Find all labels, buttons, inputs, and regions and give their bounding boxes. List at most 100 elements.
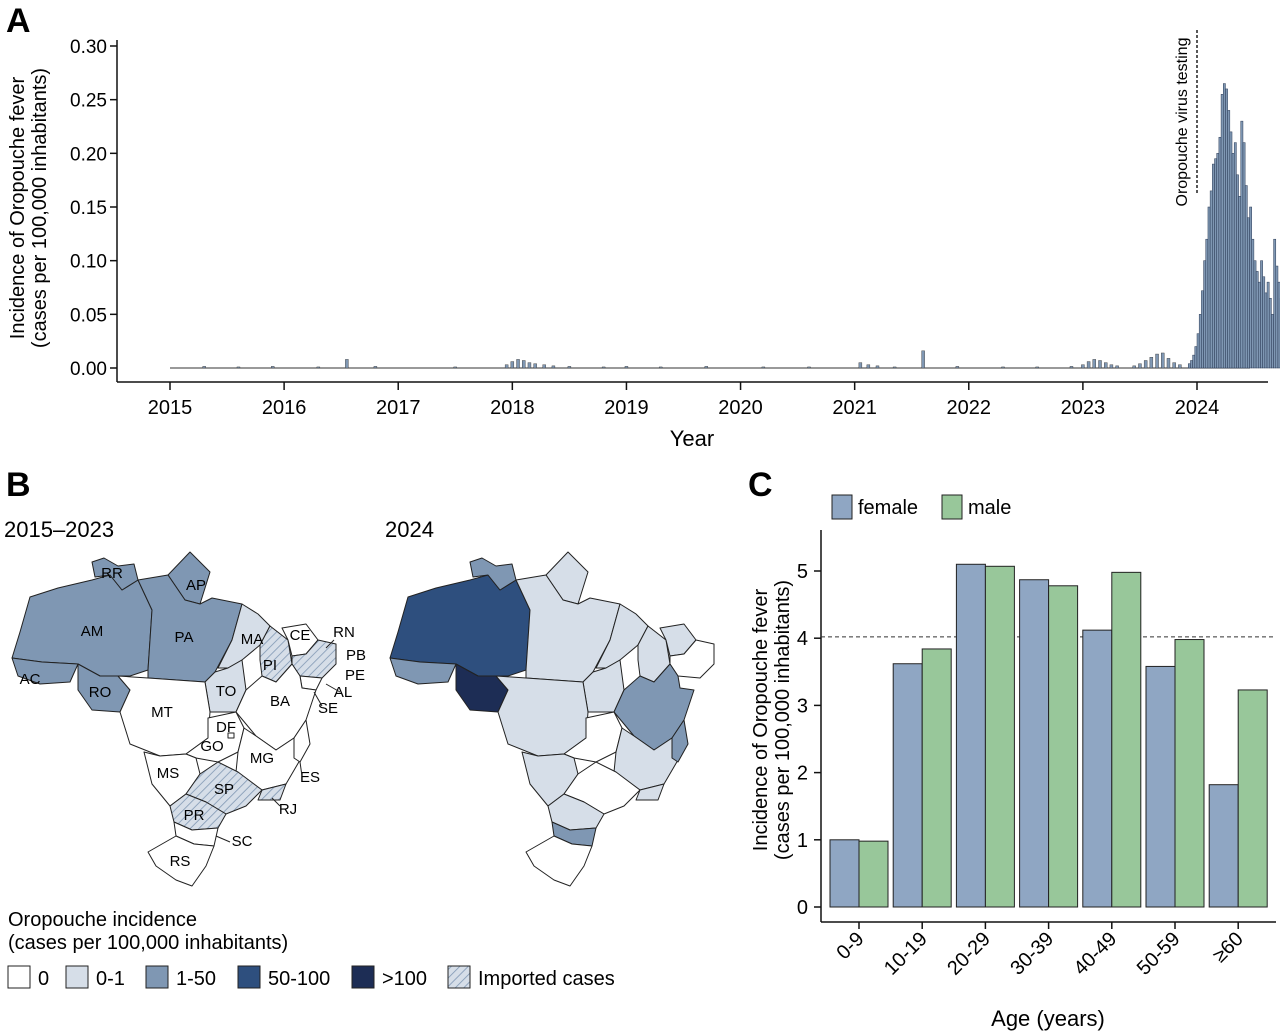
panel-a-xtick-label: 2021 [832, 397, 877, 419]
panel-a-bar [1255, 271, 1259, 369]
bar-male [1111, 571, 1142, 908]
state-rs [147, 835, 215, 887]
bar-female [1145, 665, 1176, 908]
panel-a-xtick-label: 2018 [490, 397, 535, 419]
label-rn: RN [333, 624, 355, 641]
label-ma: MA [241, 631, 264, 648]
label-pi: PI [263, 657, 277, 674]
panel-a-bar [1092, 359, 1097, 369]
panel-a-bar [1098, 360, 1102, 369]
label-pa: PA [175, 629, 194, 646]
panel-a-bar [1240, 120, 1244, 369]
label-ba: BA [270, 693, 290, 710]
bar-male [1048, 585, 1079, 908]
panel-c-ytick-label: 2 [797, 763, 808, 785]
panel-a-bar [1236, 174, 1239, 369]
panel-a-bar [1001, 366, 1005, 369]
legend-label-imported: Imported cases [478, 968, 615, 990]
label-es: ES [300, 769, 320, 786]
label-rs: RS [170, 853, 191, 870]
panel-a-bar [1253, 260, 1257, 369]
panel-a-bar [527, 362, 532, 369]
panel-a-bar [1104, 362, 1108, 369]
label-df: DF [216, 719, 236, 736]
panel-c-xtick-label: 0-9 [833, 928, 869, 964]
panel-a-bar [1212, 163, 1215, 369]
panel-a-bar [516, 359, 520, 369]
panel-a-bar [875, 365, 880, 369]
state-es [293, 719, 311, 763]
panel-a-bar [1233, 142, 1237, 369]
testing-annotation: Oropouche virus testing [1174, 30, 1198, 206]
panel-a-bar [1178, 364, 1182, 369]
panel-a-bar [1214, 158, 1217, 369]
panel-a-bar [1244, 185, 1248, 369]
panel-a-bar [1035, 366, 1039, 369]
panel-a-bar [1155, 353, 1159, 369]
legend-male-swatch [941, 494, 963, 520]
panel-a-ytick-label: 0.30 [70, 37, 107, 58]
panel-a-bar [955, 366, 960, 369]
panel-a-bar [316, 366, 321, 369]
panel-a-bar [1081, 364, 1085, 369]
panel-a-bar [1264, 292, 1268, 369]
panel-a-xtick-label: 2024 [1175, 397, 1220, 419]
panel-a-bar [1132, 365, 1136, 369]
panel-c-letter: C [748, 466, 773, 504]
legend-label-0: 0 [38, 968, 49, 990]
panel-b-letter: B [6, 466, 31, 504]
legend-label-1-50: 1-50 [176, 968, 216, 990]
panel-c-ytick-label: 4 [797, 628, 808, 650]
panel-c-legend: female male [831, 494, 1011, 520]
panel-a-bar [1277, 281, 1280, 369]
panel-a-bar [522, 360, 526, 369]
panel-a-bar [1271, 314, 1274, 369]
panel-c-x-axis: 0-9 10-19 20-29 30-39 40-49 50-59 ≥60 [833, 922, 1248, 980]
panel-a-bar [761, 366, 766, 369]
panel-a-bar [1086, 361, 1091, 369]
panel-a-bar [1149, 357, 1154, 369]
state24-to [582, 659, 625, 713]
bar-male [984, 565, 1015, 908]
panel-c-ytick-label: 1 [797, 830, 808, 852]
panel-a-bar [1231, 153, 1235, 369]
label-to: TO [216, 683, 237, 700]
panel-a-bar [1220, 94, 1224, 369]
panel-a-letter: A [6, 2, 31, 40]
panel-a-bar [1227, 110, 1231, 369]
panel-a-ytick-label: 0.00 [70, 359, 107, 380]
panel-a-ylabel: Incidence of Oropouche fever (cases per … [7, 68, 51, 348]
legend-swatch-imported [447, 965, 471, 989]
panel-a-bar [892, 366, 897, 369]
label-sc: SC [232, 833, 253, 850]
panel-a-bar [1225, 88, 1228, 369]
bar-male [858, 840, 889, 908]
panel-c-y-axis: 0 1 2 3 4 5 [797, 561, 821, 919]
panel-a-bar [373, 366, 378, 369]
panel-a-bar [1209, 190, 1213, 369]
panel-a-bar [1262, 276, 1266, 369]
panel-a-bar [1161, 352, 1165, 369]
panel-a-bar [1198, 314, 1202, 369]
panel-a-bars [202, 83, 1280, 369]
bar-female [892, 663, 923, 908]
label-ro: RO [89, 684, 112, 701]
label-pb: PB [346, 647, 366, 664]
label-sp: SP [214, 781, 234, 798]
state24-rj [635, 783, 665, 801]
state24-rs [525, 835, 593, 887]
panel-a-bar [866, 364, 871, 369]
bar-female [1082, 629, 1113, 908]
panel-a-bar [533, 363, 537, 369]
bar-female [1208, 784, 1239, 908]
panel-a-ytick-label: 0.25 [70, 91, 107, 112]
panel-a-bar [542, 364, 546, 369]
bar-female [829, 839, 860, 908]
map-left-labels: RR AP AM PA MA CE RN PB PE AL SE PI AC R… [20, 565, 366, 870]
panel-a-bar [1242, 142, 1246, 369]
legend-swatch-0 [7, 965, 31, 989]
panel-a-bar [658, 366, 663, 369]
legend-male-label: male [968, 497, 1011, 519]
panel-a-y-axis: 0.00 0.05 0.10 0.15 0.20 0.25 0.30 [70, 37, 117, 380]
panel-a-bar [921, 350, 925, 369]
